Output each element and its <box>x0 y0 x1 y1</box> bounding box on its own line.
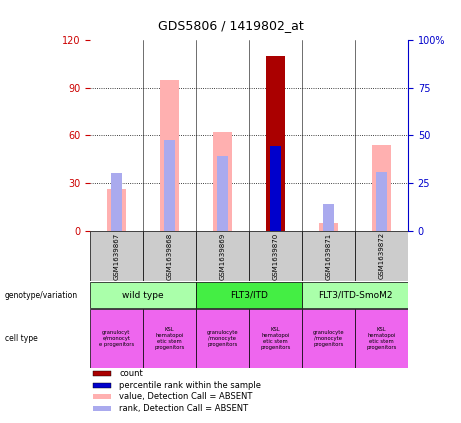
Bar <box>213 132 232 231</box>
Text: value, Detection Call = ABSENT: value, Detection Call = ABSENT <box>119 393 253 401</box>
Bar <box>302 282 408 308</box>
Bar <box>93 371 111 376</box>
Bar <box>249 231 302 281</box>
Bar <box>111 173 122 231</box>
Bar <box>160 80 179 231</box>
Text: FLT3/ITD-SmoM2: FLT3/ITD-SmoM2 <box>318 291 392 299</box>
Bar <box>93 406 111 411</box>
Bar <box>302 309 355 368</box>
Text: granulocyte
/monocyte
progenitors: granulocyte /monocyte progenitors <box>313 330 344 347</box>
Bar <box>93 395 111 399</box>
Bar <box>107 190 126 231</box>
Bar <box>372 145 391 231</box>
Bar <box>249 309 302 368</box>
Text: GSM1639871: GSM1639871 <box>325 232 331 280</box>
Bar <box>266 151 285 231</box>
Bar <box>323 203 334 231</box>
Bar <box>143 231 196 281</box>
Bar <box>376 172 387 231</box>
Text: wild type: wild type <box>122 291 164 299</box>
Bar <box>143 309 196 368</box>
Bar <box>90 282 196 308</box>
Text: GSM1639867: GSM1639867 <box>113 232 119 280</box>
Text: granulocyte
/monocyte
progenitors: granulocyte /monocyte progenitors <box>207 330 238 347</box>
Bar <box>270 146 281 231</box>
Text: genotype/variation: genotype/variation <box>5 291 78 299</box>
Bar <box>266 56 285 231</box>
Bar <box>355 309 408 368</box>
Text: count: count <box>119 369 143 378</box>
Text: KSL
hematopoi
etic stem
progenitors: KSL hematopoi etic stem progenitors <box>154 327 184 349</box>
Bar <box>196 282 302 308</box>
Text: GSM1639872: GSM1639872 <box>378 232 384 280</box>
Text: FLT3/ITD: FLT3/ITD <box>230 291 268 299</box>
Bar <box>302 231 355 281</box>
Text: granulocyt
e/monocyt
e progenitors: granulocyt e/monocyt e progenitors <box>99 330 134 347</box>
Bar <box>217 156 228 231</box>
Bar <box>90 231 143 281</box>
Bar <box>164 140 175 231</box>
Text: KSL
hematopoi
etic stem
progenitors: KSL hematopoi etic stem progenitors <box>260 327 290 349</box>
Text: cell type: cell type <box>5 334 37 343</box>
Bar <box>90 309 143 368</box>
Text: GDS5806 / 1419802_at: GDS5806 / 1419802_at <box>158 19 303 32</box>
Bar <box>319 222 338 231</box>
Text: rank, Detection Call = ABSENT: rank, Detection Call = ABSENT <box>119 404 248 413</box>
Bar <box>196 309 249 368</box>
Bar <box>93 383 111 387</box>
Bar <box>196 231 249 281</box>
Text: GSM1639868: GSM1639868 <box>166 232 172 280</box>
Bar <box>355 231 408 281</box>
Text: GSM1639870: GSM1639870 <box>272 232 278 280</box>
Text: percentile rank within the sample: percentile rank within the sample <box>119 381 261 390</box>
Text: GSM1639869: GSM1639869 <box>219 232 225 280</box>
Text: KSL
hematopoi
etic stem
progenitors: KSL hematopoi etic stem progenitors <box>366 327 396 349</box>
